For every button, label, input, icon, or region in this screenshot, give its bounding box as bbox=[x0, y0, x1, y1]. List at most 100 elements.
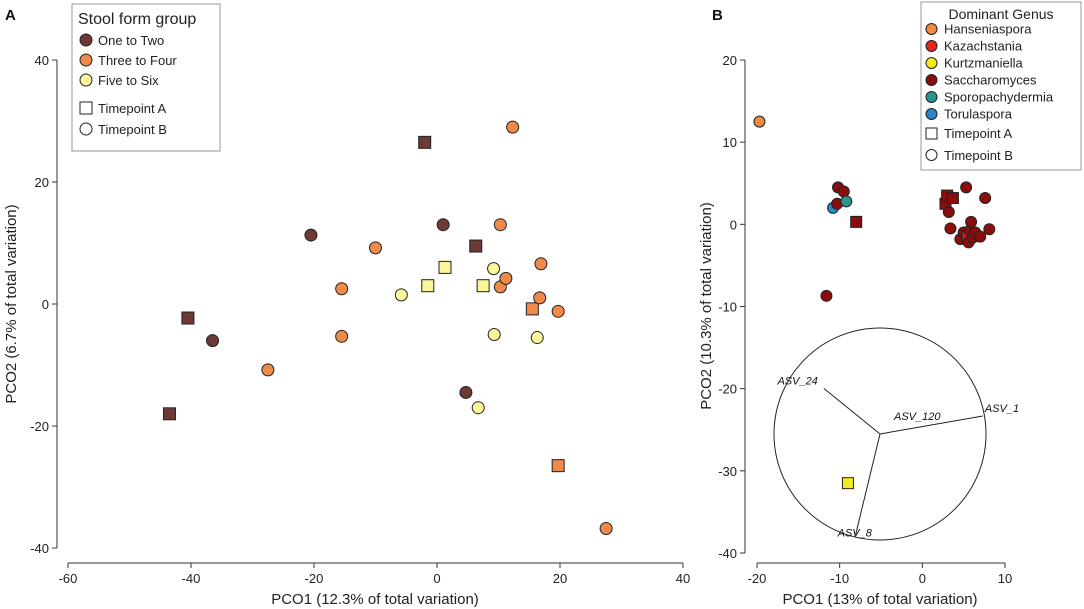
data-point-circle bbox=[965, 215, 978, 228]
data-point-circle bbox=[506, 120, 520, 134]
legend-b-label-timepoint-b: Timepoint B bbox=[944, 148, 1013, 163]
legend-a-swatch-timepoint-a bbox=[79, 101, 93, 115]
vector-label-asv-8: ASV_8 bbox=[837, 528, 873, 540]
data-point-circle bbox=[974, 230, 987, 243]
panel-a-legend: Stool form group One to Two Three to Fou… bbox=[71, 3, 221, 152]
legend-a-swatch-one bbox=[79, 33, 93, 47]
panel-a-label: A bbox=[5, 7, 16, 24]
legend-a-swatch-three bbox=[79, 53, 93, 67]
b-x-tick-label: 0 bbox=[919, 571, 926, 586]
data-point-circle bbox=[983, 223, 996, 236]
data-point-square bbox=[469, 239, 483, 253]
a-x-tick-label: 0 bbox=[433, 571, 440, 586]
legend-b-label-timepoint-a: Timepoint A bbox=[944, 126, 1012, 141]
data-point-square bbox=[476, 279, 490, 293]
a-y-tick-label: 0 bbox=[42, 297, 49, 312]
data-point-circle bbox=[471, 401, 485, 415]
data-point-square bbox=[841, 477, 854, 490]
data-point-circle bbox=[979, 192, 992, 205]
legend-b-label-kazachstania: Kazachstania bbox=[944, 39, 1023, 54]
legend-a-swatch-timepoint-b bbox=[79, 122, 93, 136]
data-point-square bbox=[181, 311, 195, 325]
data-point-circle bbox=[394, 288, 408, 302]
panel-a: -60 -40 -20 0 20 40 -40 -20 0 20 40 PCO1 (12.3% o… bbox=[3, 3, 690, 608]
b-y-tick-label: -30 bbox=[718, 464, 737, 479]
b-y-tick-label: 10 bbox=[723, 135, 737, 150]
panel-b: -20 -10 0 10 -40 -30 -20 -10 0 10 20 PCO1 (13% of… bbox=[698, 1, 1082, 608]
legend-b-swatch-saccharomyces bbox=[925, 74, 938, 86]
panel-b-y-ticks: -40 -30 -20 -10 0 10 20 bbox=[718, 53, 745, 561]
a-x-tick-label: -20 bbox=[305, 571, 324, 586]
legend-b-label-torulaspora: Torulaspora bbox=[944, 107, 1013, 122]
data-point-circle bbox=[335, 282, 349, 296]
panel-b-y-label: PCO2 (10.3% of total variation) bbox=[698, 202, 715, 410]
data-point-square bbox=[525, 302, 539, 316]
data-point-circle bbox=[487, 262, 501, 276]
data-point-circle bbox=[530, 331, 544, 345]
legend-a-label-five: Five to Six bbox=[98, 73, 159, 88]
data-point-circle bbox=[369, 241, 382, 255]
panel-a-y-ticks: -40 -20 0 20 40 bbox=[30, 53, 57, 556]
panel-a-x-label: PCO1 (12.3% of total variation) bbox=[271, 591, 479, 608]
legend-a-swatch-five bbox=[79, 73, 93, 87]
vector-asv-1 bbox=[879, 415, 983, 435]
legend-b-swatch-sporopachydermia bbox=[925, 91, 938, 103]
legend-a-label-one: One to Two bbox=[98, 33, 164, 48]
vector-label-asv-120: ASV_120 bbox=[893, 411, 941, 423]
data-point-circle bbox=[820, 289, 833, 302]
legend-b-label-kurtzmaniella: Kurtzmaniella bbox=[944, 56, 1024, 71]
b-x-tick-label: 10 bbox=[998, 571, 1012, 586]
vector-asv-24 bbox=[823, 388, 881, 435]
data-point-circle bbox=[942, 206, 955, 219]
data-point-circle bbox=[206, 334, 220, 348]
b-y-tick-label: -10 bbox=[718, 300, 737, 315]
data-point-square bbox=[421, 279, 435, 293]
data-point-circle bbox=[753, 115, 766, 128]
vector-label-asv-1: ASV_1 bbox=[984, 403, 1019, 415]
data-point-circle bbox=[599, 521, 613, 535]
vector-label-asv-24: ASV_24 bbox=[776, 375, 817, 387]
data-point-circle bbox=[493, 218, 507, 232]
panel-b-label: B bbox=[712, 7, 723, 24]
panel-b-legend-title: Dominant Genus bbox=[948, 6, 1053, 22]
legend-b-label-hanseniaspora: Hanseniaspora bbox=[944, 22, 1032, 37]
data-point-square bbox=[418, 135, 432, 149]
a-x-tick-label: 40 bbox=[676, 571, 690, 586]
a-y-tick-label: -20 bbox=[30, 419, 49, 434]
a-x-tick-label: 20 bbox=[553, 571, 567, 586]
panel-a-legend-title: Stool form group bbox=[78, 11, 196, 28]
biplot-vectors: ASV_1 ASV_24 ASV_120 ASV_8 bbox=[776, 375, 1019, 539]
a-y-tick-label: 40 bbox=[35, 53, 49, 68]
b-x-tick-label: -20 bbox=[748, 571, 767, 586]
b-y-tick-label: -40 bbox=[718, 546, 737, 561]
data-point-circle bbox=[960, 181, 973, 194]
data-point-square bbox=[551, 459, 565, 473]
legend-b-swatch-kazachstania bbox=[925, 40, 938, 52]
legend-a-label-timepoint-b: Timepoint B bbox=[98, 122, 167, 137]
panel-b-x-label: PCO1 (13% of total variation) bbox=[782, 591, 977, 608]
a-y-tick-label: -40 bbox=[30, 541, 49, 556]
data-point-circle bbox=[840, 195, 853, 208]
panel-a-points bbox=[162, 120, 613, 535]
data-point-circle bbox=[304, 228, 318, 242]
data-point-circle bbox=[837, 185, 850, 198]
data-point-square bbox=[438, 260, 452, 274]
data-point-circle bbox=[551, 304, 565, 318]
panel-a-y-label: PCO2 (6.7% of total variation) bbox=[3, 204, 20, 403]
b-x-tick-label: -10 bbox=[830, 571, 849, 586]
legend-b-swatch-torulaspora bbox=[925, 108, 938, 120]
a-y-tick-label: 20 bbox=[35, 175, 49, 190]
panel-a-legend-box bbox=[71, 3, 221, 152]
data-point-circle bbox=[944, 222, 957, 235]
b-y-tick-label: 0 bbox=[730, 217, 737, 232]
data-point-circle bbox=[436, 218, 450, 232]
panel-b-points bbox=[753, 115, 996, 490]
legend-b-swatch-kurtzmaniella bbox=[925, 57, 938, 69]
data-point-circle bbox=[534, 257, 548, 271]
data-point-circle bbox=[261, 363, 275, 377]
data-point-square bbox=[946, 192, 959, 205]
panel-b-legend: Dominant Genus Hanseniaspora Kazachstania… bbox=[920, 1, 1082, 171]
vector-biplot: ASV_1 ASV_24 ASV_120 ASV_8 bbox=[773, 327, 1019, 541]
vector-asv-8 bbox=[855, 433, 881, 535]
